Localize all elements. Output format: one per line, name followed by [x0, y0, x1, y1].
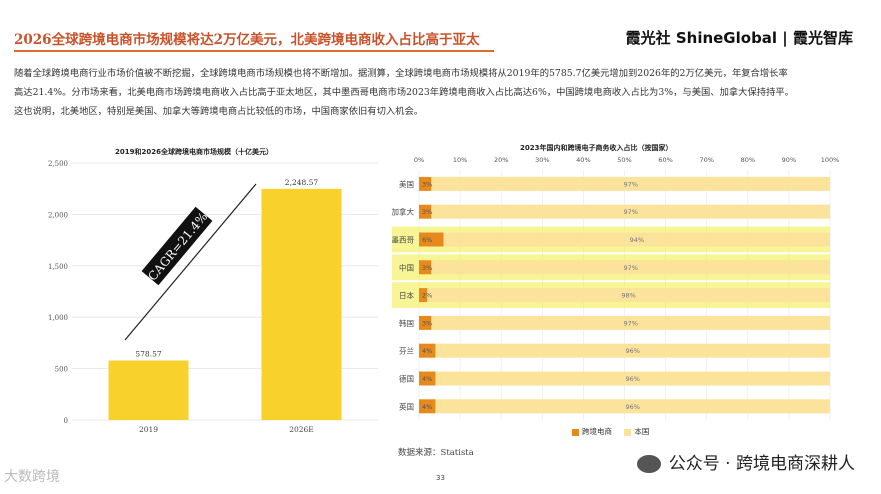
right-category-label: 芬兰	[399, 346, 414, 356]
wechat-icon	[636, 455, 661, 473]
wechat-account: 公众号 · 跨境电商深耕人	[636, 449, 855, 474]
left-ytick-label: 0	[64, 417, 68, 425]
cross-border-bar	[419, 399, 436, 414]
footer-watermark: 大数跨境	[4, 469, 60, 485]
domestic-bar	[427, 288, 830, 303]
domestic-bar	[435, 343, 830, 358]
left-category-label: 2026E	[289, 425, 314, 434]
left-bar	[261, 188, 342, 420]
domestic-value-label: 96%	[625, 347, 639, 355]
left-ytick-label: 1,000	[48, 314, 68, 322]
right-xtick-label: 100%	[821, 156, 840, 164]
right-xtick-label: 50%	[617, 156, 631, 164]
domestic-bar	[431, 260, 830, 275]
cross-border-value-label: 3%	[422, 319, 432, 327]
cagr-badge-bg	[141, 206, 213, 286]
intro-paragraph: 随着全球跨境电商行业市场价值被不断挖掘，全球跨境电商市场规模也将不断增加。据测算…	[14, 68, 794, 117]
domestic-value-label: 97%	[623, 180, 637, 188]
right-category-label: 墨西哥	[392, 236, 415, 245]
right-xtick-label: 80%	[741, 156, 755, 164]
domestic-value-label: 96%	[625, 375, 639, 383]
right-xtick-label: 30%	[535, 156, 549, 164]
right-category-label: 韩国	[399, 318, 414, 328]
cross-border-bar	[419, 232, 444, 247]
domestic-bar	[435, 371, 830, 386]
cagr-badge: CAGR=21.4%	[141, 206, 213, 286]
right-xtick-label: 70%	[699, 156, 713, 164]
domestic-value-label: 98%	[621, 292, 635, 300]
data-source: 数据来源：Statista	[398, 448, 474, 458]
right-xtick-label: 0%	[414, 156, 424, 164]
cross-border-bar	[419, 343, 436, 358]
domestic-value-label: 94%	[630, 236, 644, 244]
cross-border-value-label: 3%	[422, 180, 432, 188]
cagr-annotation: CAGR=21.4%	[145, 210, 210, 284]
right-category-label: 日本	[399, 290, 414, 300]
right-xtick-label: 90%	[782, 156, 796, 164]
cross-border-bar	[419, 288, 428, 303]
cross-border-value-label: 3%	[422, 264, 432, 272]
domestic-bar	[431, 315, 830, 330]
left-ytick-label: 1,500	[48, 263, 68, 271]
cross-border-value-label: 4%	[422, 403, 432, 411]
domestic-value-label: 97%	[623, 264, 637, 272]
right-category-label: 加拿大	[392, 207, 415, 217]
left-bar	[108, 360, 189, 420]
right-chart-legend: 跨境电商 本国	[572, 426, 659, 437]
right-xtick-label: 10%	[453, 156, 467, 164]
right-xtick-label: 20%	[494, 156, 508, 164]
left-bar-value-label: 578.57	[135, 350, 161, 359]
left-ytick-label: 500	[55, 366, 68, 374]
domestic-bar	[431, 176, 830, 191]
domestic-bar	[435, 399, 830, 414]
domestic-bar	[431, 204, 830, 219]
cross-border-value-label: 6%	[422, 236, 432, 244]
cross-border-value-label: 3%	[422, 208, 432, 216]
legend-domestic: 本国	[624, 427, 649, 436]
left-ytick-label: 2,000	[48, 211, 68, 219]
domestic-value-label: 96%	[625, 403, 639, 411]
cross-border-bar	[419, 260, 432, 275]
cross-border-bar	[419, 371, 436, 386]
left-chart-title: 2019和2026全球跨境电商市场规模（十亿美元）	[115, 148, 273, 156]
right-category-label: 德国	[399, 374, 414, 384]
cross-border-value-label: 4%	[422, 347, 432, 355]
domestic-value-label: 97%	[623, 208, 637, 216]
cross-border-value-label: 2%	[422, 292, 432, 300]
left-ytick-label: 2,500	[48, 160, 68, 168]
cross-border-bar	[419, 315, 432, 330]
right-xtick-label: 40%	[576, 156, 590, 164]
right-category-label: 美国	[399, 179, 414, 189]
left-category-label: 2019	[139, 425, 158, 434]
right-chart-title: 2023年国内和跨境电子商务收入占比（按国家）	[520, 144, 673, 152]
right-category-label: 中国	[399, 262, 414, 272]
title-underline	[14, 50, 494, 52]
cagr-line	[124, 183, 257, 341]
right-xtick-label: 60%	[658, 156, 672, 164]
domestic-bar	[443, 232, 830, 247]
left-bar-value-label: 2,248.57	[285, 178, 319, 187]
domestic-value-label: 97%	[623, 319, 637, 327]
legend-cross-border: 跨境电商	[572, 427, 612, 436]
page-title: 2026全球跨境电商市场规模将达2万亿美元，北美跨境电商收入占比高于亚太	[14, 32, 480, 48]
cross-border-bar	[419, 204, 432, 219]
cross-border-value-label: 4%	[422, 375, 432, 383]
right-category-label: 英国	[399, 401, 414, 411]
cross-border-bar	[419, 176, 432, 191]
brand-logo: 霞光社 ShineGlobal | 霞光智库	[625, 29, 853, 47]
page-number: 33	[436, 474, 445, 482]
